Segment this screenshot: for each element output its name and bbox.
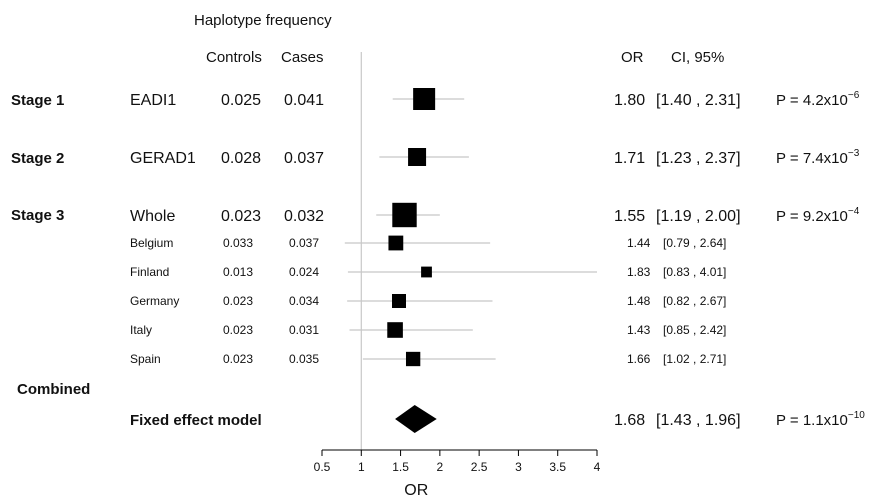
x-tick-label: 2 [437, 460, 444, 474]
point-estimate-square [388, 235, 404, 251]
x-tick-label: 1 [358, 460, 365, 474]
cases-column-header: Cases [281, 49, 324, 66]
controls-frequency: 0.023 [223, 294, 253, 308]
study-name: Italy [130, 323, 152, 337]
confidence-interval: [0.79 , 2.64] [663, 236, 726, 250]
summary-diamond [395, 405, 437, 433]
odds-ratio-value: 1.71 [614, 150, 645, 167]
confidence-interval: [1.40 , 2.31] [656, 92, 741, 109]
p-value-exponent: −4 [848, 206, 860, 217]
p-value: P = 9.2x10−4 [776, 206, 860, 225]
x-tick-label: 1.5 [392, 460, 409, 474]
study-name: Germany [130, 294, 179, 308]
p-value-exponent: −3 [848, 148, 860, 159]
stage-3-label: Stage 3 [11, 207, 64, 224]
summary-row: Fixed effect model 1.68 [1.43 , 1.96] P = 1… [130, 405, 865, 433]
confidence-interval: [0.85 , 2.42] [663, 323, 726, 337]
x-tick-label: 3 [515, 460, 522, 474]
odds-ratio-value: 1.83 [627, 265, 651, 279]
study-rows: EADI1 0.025 0.041 1.80 [1.40 , 2.31] P = 4.2x… [130, 88, 860, 367]
controls-frequency: 0.023 [223, 323, 253, 337]
forest-row-spain: Spain 0.023 0.035 1.66 [1.02 , 2.71] [130, 351, 726, 367]
p-value-base: P = 7.4x10 [776, 150, 848, 167]
forest-row-gerad1: GERAD1 0.028 0.037 1.71 [1.23 , 2.37] P = 7.4… [130, 148, 860, 167]
controls-frequency: 0.023 [221, 208, 261, 225]
combined-label: Combined [17, 381, 90, 398]
point-estimate-square [413, 88, 436, 110]
haplotype-frequency-header: Haplotype frequency [194, 12, 332, 29]
stage-1-label: Stage 1 [11, 92, 64, 109]
forest-row-whole: Whole 0.023 0.032 1.55 [1.19 , 2.00] P = 9.2x… [130, 202, 860, 228]
x-tick-label: 2.5 [471, 460, 488, 474]
controls-frequency: 0.025 [221, 92, 261, 109]
odds-ratio-value: 1.55 [614, 208, 645, 225]
summary-p-value-base: P = 1.1x10 [776, 412, 848, 429]
cases-frequency: 0.031 [289, 323, 319, 337]
p-value-base: P = 9.2x10 [776, 208, 848, 225]
odds-ratio-value: 1.80 [614, 92, 645, 109]
study-name: Finland [130, 265, 169, 279]
study-name: Belgium [130, 236, 173, 250]
odds-ratio-value: 1.44 [627, 236, 651, 250]
x-tick-label: 0.5 [314, 460, 331, 474]
summary-p-value-exponent: −10 [848, 410, 865, 421]
fixed-effect-model-label: Fixed effect model [130, 412, 262, 429]
point-estimate-square [408, 148, 427, 166]
confidence-interval: [1.19 , 2.00] [656, 208, 741, 225]
stage-2-label: Stage 2 [11, 150, 64, 167]
study-name: GERAD1 [130, 150, 196, 167]
confidence-interval: [1.02 , 2.71] [663, 352, 726, 366]
p-value-base: P = 4.2x10 [776, 92, 848, 109]
forest-row-italy: Italy 0.023 0.031 1.43 [0.85 , 2.42] [130, 322, 726, 338]
p-value-exponent: −6 [848, 90, 860, 101]
cases-frequency: 0.034 [289, 294, 319, 308]
controls-frequency: 0.033 [223, 236, 253, 250]
study-name: EADI1 [130, 92, 176, 109]
cases-frequency: 0.037 [289, 236, 319, 250]
x-axis-label: OR [404, 482, 428, 499]
point-estimate-square [405, 351, 421, 367]
controls-column-header: Controls [206, 49, 262, 66]
p-value: P = 4.2x10−6 [776, 90, 860, 109]
summary-confidence-interval: [1.43 , 1.96] [656, 412, 741, 429]
x-tick-label: 4 [594, 460, 601, 474]
x-tick-label: 3.5 [549, 460, 566, 474]
cases-frequency: 0.035 [289, 352, 319, 366]
x-axis: 0.5 1 1.5 2 2.5 3 3.5 4 OR [314, 449, 601, 499]
or-column-header: OR [621, 49, 644, 66]
forest-row-belgium: Belgium 0.033 0.037 1.44 [0.79 , 2.64] [130, 235, 726, 251]
confidence-interval: [1.23 , 2.37] [656, 150, 741, 167]
summary-p-value: P = 1.1x10−10 [776, 410, 865, 429]
summary-odds-ratio: 1.68 [614, 412, 645, 429]
controls-frequency: 0.023 [223, 352, 253, 366]
odds-ratio-value: 1.43 [627, 323, 651, 337]
study-name: Spain [130, 352, 161, 366]
ci-column-header: CI, 95% [671, 49, 724, 66]
cases-frequency: 0.024 [289, 265, 319, 279]
cases-frequency: 0.041 [284, 92, 324, 109]
confidence-interval: [0.83 , 4.01] [663, 265, 726, 279]
point-estimate-square [392, 202, 417, 228]
point-estimate-square [392, 294, 406, 308]
confidence-interval: [0.82 , 2.67] [663, 294, 726, 308]
odds-ratio-value: 1.66 [627, 352, 651, 366]
study-name: Whole [130, 208, 175, 225]
cases-frequency: 0.032 [284, 208, 324, 225]
p-value: P = 7.4x10−3 [776, 148, 860, 167]
controls-frequency: 0.013 [223, 265, 253, 279]
forest-row-eadi1: EADI1 0.025 0.041 1.80 [1.40 , 2.31] P = 4.2x… [130, 88, 860, 110]
forest-row-finland: Finland 0.013 0.024 1.83 [0.83 , 4.01] [130, 265, 726, 279]
forest-row-germany: Germany 0.023 0.034 1.48 [0.82 , 2.67] [130, 294, 726, 308]
point-estimate-square [387, 322, 403, 338]
odds-ratio-value: 1.48 [627, 294, 651, 308]
controls-frequency: 0.028 [221, 150, 261, 167]
cases-frequency: 0.037 [284, 150, 324, 167]
point-estimate-square [421, 266, 432, 278]
